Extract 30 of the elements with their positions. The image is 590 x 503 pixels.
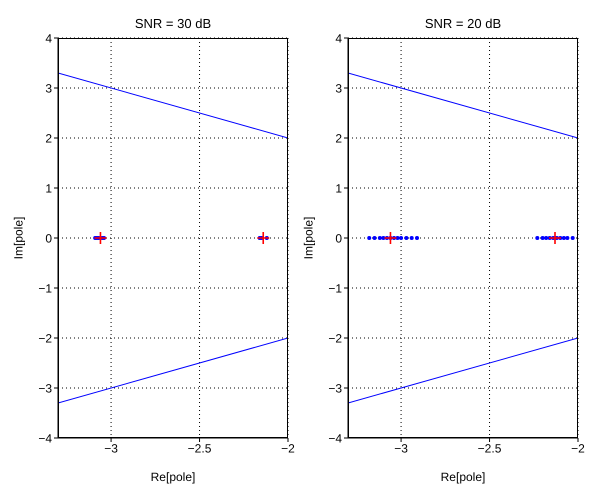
- y-tick-label: −1: [38, 281, 52, 296]
- y-tick-label: 1: [335, 181, 342, 196]
- y-tick-label: 3: [45, 81, 52, 96]
- y-tick-label: −4: [328, 431, 342, 446]
- y-tick-label: −2: [328, 331, 342, 346]
- y-tick-label: 4: [45, 31, 52, 46]
- x-tick-label: −2.5: [188, 442, 212, 456]
- y-tick-label: 3: [335, 81, 342, 96]
- y-tick-label: 2: [45, 131, 52, 146]
- x-tick-label: −2.5: [478, 442, 502, 456]
- x-tick-label: −3: [394, 442, 408, 456]
- y-tick-label: −2: [38, 331, 52, 346]
- x-tick-label: −2: [571, 442, 586, 456]
- y-tick-label: 0: [45, 231, 52, 246]
- y-tick-label: 1: [45, 181, 52, 196]
- y-tick-label: 2: [335, 131, 342, 146]
- chart-title: SNR = 30 dB: [134, 16, 212, 31]
- y-axis-title: Im[pole]: [11, 216, 26, 260]
- y-tick-label: −4: [38, 431, 52, 446]
- y-tick-label: 4: [335, 31, 342, 46]
- x-axis-title: Re[pole]: [150, 470, 196, 484]
- chart-title: SNR = 20 dB: [424, 16, 502, 31]
- x-tick-label: −3: [104, 442, 118, 456]
- y-tick-label: 0: [335, 231, 342, 246]
- y-tick-label: −3: [38, 381, 52, 396]
- x-tick-label: −2: [281, 442, 296, 456]
- x-axis-title: Re[pole]: [440, 470, 486, 484]
- y-tick-label: −3: [328, 381, 342, 396]
- y-axis-title: Im[pole]: [301, 216, 316, 260]
- y-tick-label: −1: [328, 281, 342, 296]
